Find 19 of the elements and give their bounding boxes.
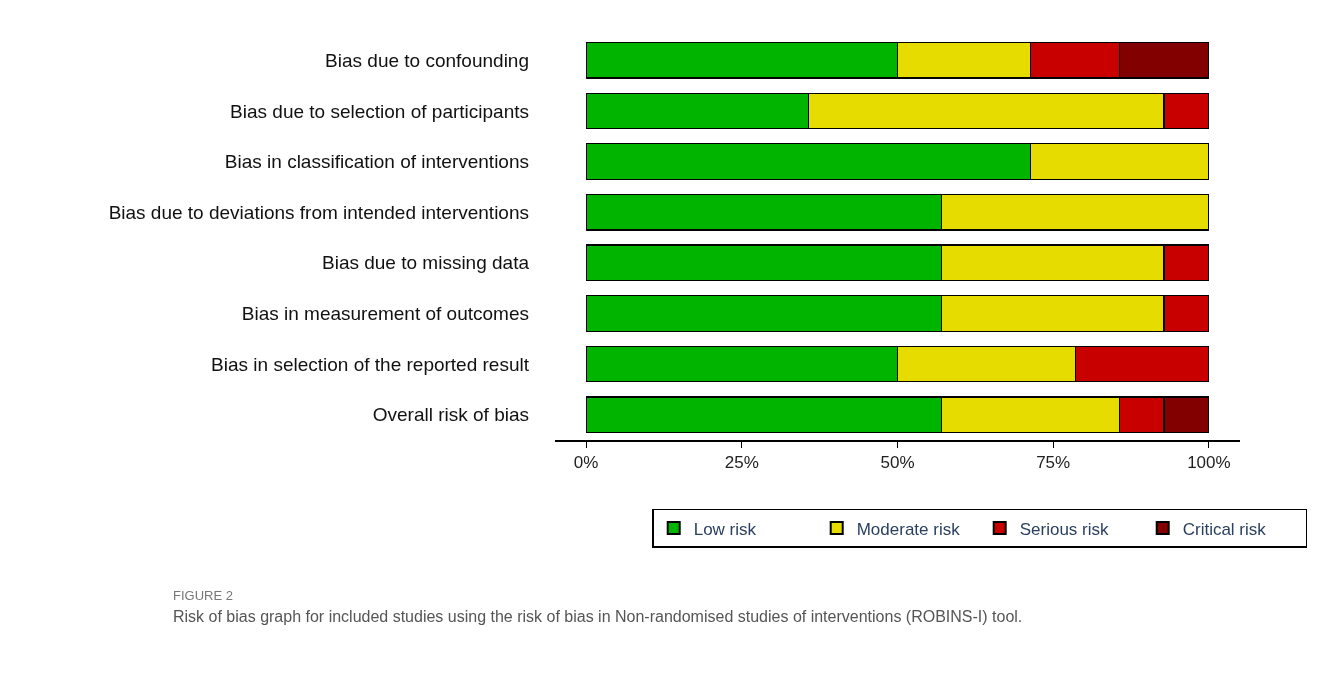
x-tick-label: 25% xyxy=(724,453,759,473)
y-tick-label: Bias due to deviations from intended interventions xyxy=(108,201,529,223)
caption: FIGURE 2 xyxy=(173,588,233,603)
y-tick-label: Bias due to confounding xyxy=(325,49,529,71)
y-tick-label: Bias due to missing data xyxy=(321,252,530,274)
legend-label: Critical risk xyxy=(1182,519,1267,539)
y-tick-label: Bias in measurement of outcomes xyxy=(241,303,529,325)
y-tick-label: Bias in classification of interventions xyxy=(224,151,529,173)
text: Risk of bias graph for included studies using the risk of bias in Non-randomised studies of interventions (ROBINS-I) tool. xyxy=(173,608,1023,625)
x-tick-label: 0% xyxy=(573,453,599,473)
x-tick-label: 75% xyxy=(1036,453,1071,473)
legend-label: Serious risk xyxy=(1019,519,1109,539)
x-tick-label: 50% xyxy=(880,453,915,473)
legend-label: Moderate risk xyxy=(856,519,961,539)
y-tick-label: Bias due to selection of participants xyxy=(230,100,529,122)
legend-label: Low risk xyxy=(693,519,757,539)
x-tick-label: 100% xyxy=(1187,453,1231,473)
y-tick-label: Bias in selection of the reported result xyxy=(211,353,530,375)
y-tick-label: Overall risk of bias xyxy=(372,404,529,426)
